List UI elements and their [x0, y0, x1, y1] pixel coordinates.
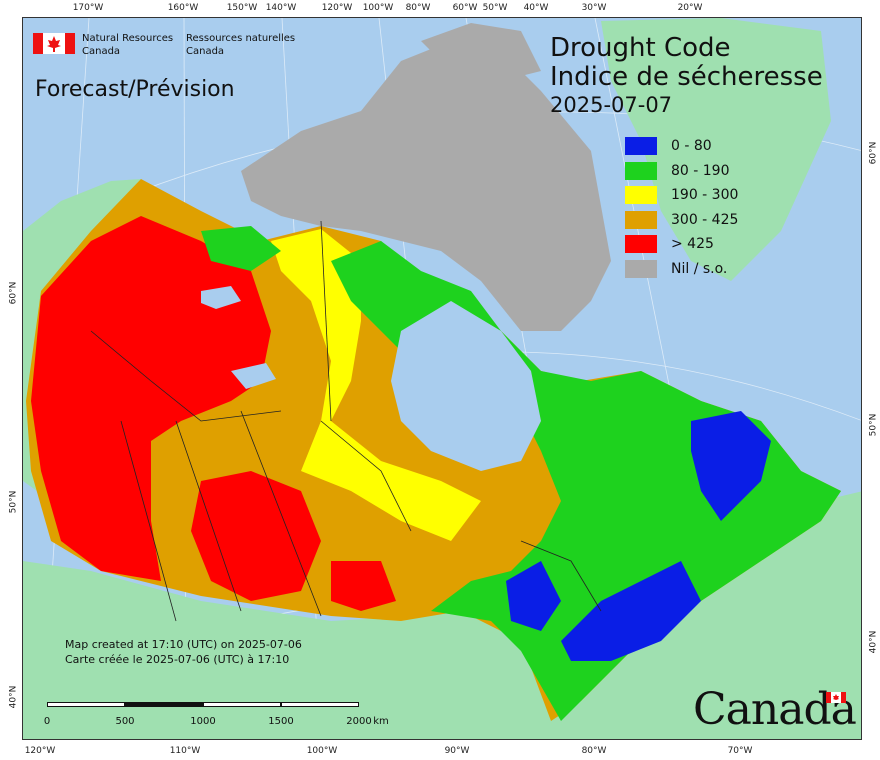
map-credit: Map created at 17:10 (UTC) on 2025-07-06… — [65, 637, 302, 667]
legend-label: > 425 — [671, 236, 714, 253]
tick-top: 20°W — [677, 3, 703, 13]
title-fr: Indice de sécheresse — [550, 62, 823, 92]
scale-segment — [47, 702, 125, 707]
map-date: 2025-07-07 — [550, 93, 673, 117]
tick-bottom: 70°W — [727, 746, 753, 756]
tick-bottom: 90°W — [444, 746, 470, 756]
legend-item: 190 - 300 — [625, 183, 738, 208]
greenland-landmass — [601, 18, 831, 281]
drought-moderate-band — [271, 229, 481, 541]
scale-label: 0 — [43, 716, 51, 727]
drought-map-svg — [23, 18, 861, 739]
great-slave-lake — [201, 286, 241, 309]
scale-segment — [203, 702, 281, 707]
legend-swatch — [625, 186, 657, 205]
drought-low-north — [201, 226, 281, 271]
tick-right: 40°N — [868, 630, 879, 654]
agency-name-fr: Ressources naturelles Canada — [186, 33, 296, 57]
legend-label: 300 - 425 — [671, 211, 739, 228]
scale-label: 2000 — [346, 716, 372, 727]
map-canvas — [22, 17, 862, 740]
legend-label: Nil / s.o. — [671, 260, 728, 277]
legend-label: 80 - 190 — [671, 162, 730, 179]
tick-top: 60°W — [452, 3, 478, 13]
tick-top: 100°W — [362, 3, 394, 13]
legend-label: 190 - 300 — [671, 187, 739, 204]
scale-unit: km — [373, 716, 389, 727]
credit-en: Map created at 17:10 (UTC) on 2025-07-06 — [65, 638, 302, 651]
legend-swatch — [625, 259, 657, 278]
great-bear-lake — [231, 363, 276, 389]
arctic-nil-region — [241, 41, 611, 331]
tick-right: 50°N — [868, 413, 879, 437]
tick-right: 60°N — [868, 141, 879, 165]
legend-item: 0 - 80 — [625, 134, 738, 159]
scale-segment — [281, 702, 359, 707]
hudson-bay — [391, 301, 541, 471]
tick-top: 30°W — [581, 3, 607, 13]
legend-swatch — [625, 137, 657, 156]
legend-item: Nil / s.o. — [625, 257, 738, 282]
tick-top: 160°W — [167, 3, 199, 13]
drought-none-quebec — [561, 561, 701, 661]
ellesmere-nil — [421, 23, 541, 81]
legend-swatch — [625, 235, 657, 254]
tick-top: 170°W — [72, 3, 104, 13]
scale-segment — [125, 702, 203, 707]
tick-top: 40°W — [523, 3, 549, 13]
drought-extreme-west — [31, 216, 271, 581]
drought-extreme-central — [191, 471, 321, 601]
usa-landmass — [23, 491, 861, 739]
legend-item: > 425 — [625, 232, 738, 257]
tick-top: 80°W — [405, 3, 431, 13]
tick-top: 120°W — [321, 3, 353, 13]
tick-bottom: 120°W — [24, 746, 56, 756]
scale-label: 1500 — [268, 716, 294, 727]
title-en: Drought Code — [550, 33, 731, 63]
province-boundaries — [90, 220, 602, 622]
scale-label: 500 — [115, 716, 135, 727]
legend-item: 80 - 190 — [625, 159, 738, 184]
tick-bottom: 110°W — [169, 746, 201, 756]
drought-none-labrador — [691, 411, 771, 521]
legend: 0 - 80 80 - 190 190 - 300 300 - 425 > 42… — [625, 134, 738, 281]
scale-label: 1000 — [190, 716, 216, 727]
legend-label: 0 - 80 — [671, 138, 712, 155]
legend-swatch — [625, 161, 657, 180]
map-title: Drought Code Indice de sécheresse — [550, 34, 823, 92]
tick-bottom: 100°W — [306, 746, 338, 756]
agency-name-en: Natural Resources Canada — [82, 33, 174, 57]
credit-fr: Carte créée le 2025-07-06 (UTC) à 17:10 — [65, 653, 290, 666]
tick-left: 40°N — [8, 685, 19, 709]
legend-swatch — [625, 210, 657, 229]
scale-bar: 0 500 1000 1500 2000 km — [44, 702, 389, 727]
canada-flag-icon — [33, 33, 75, 54]
legend-item: 300 - 425 — [625, 208, 738, 233]
drought-extreme-south — [331, 561, 396, 611]
tick-left: 50°N — [8, 490, 19, 514]
forecast-label: Forecast/Prévision — [35, 77, 235, 102]
tick-top: 140°W — [265, 3, 297, 13]
tick-bottom: 80°W — [581, 746, 607, 756]
drought-none-ontario — [506, 561, 561, 631]
tick-top: 50°W — [482, 3, 508, 13]
tick-left: 60°N — [8, 281, 19, 305]
tick-top: 150°W — [226, 3, 258, 13]
wordmark-flag-icon — [826, 692, 846, 703]
